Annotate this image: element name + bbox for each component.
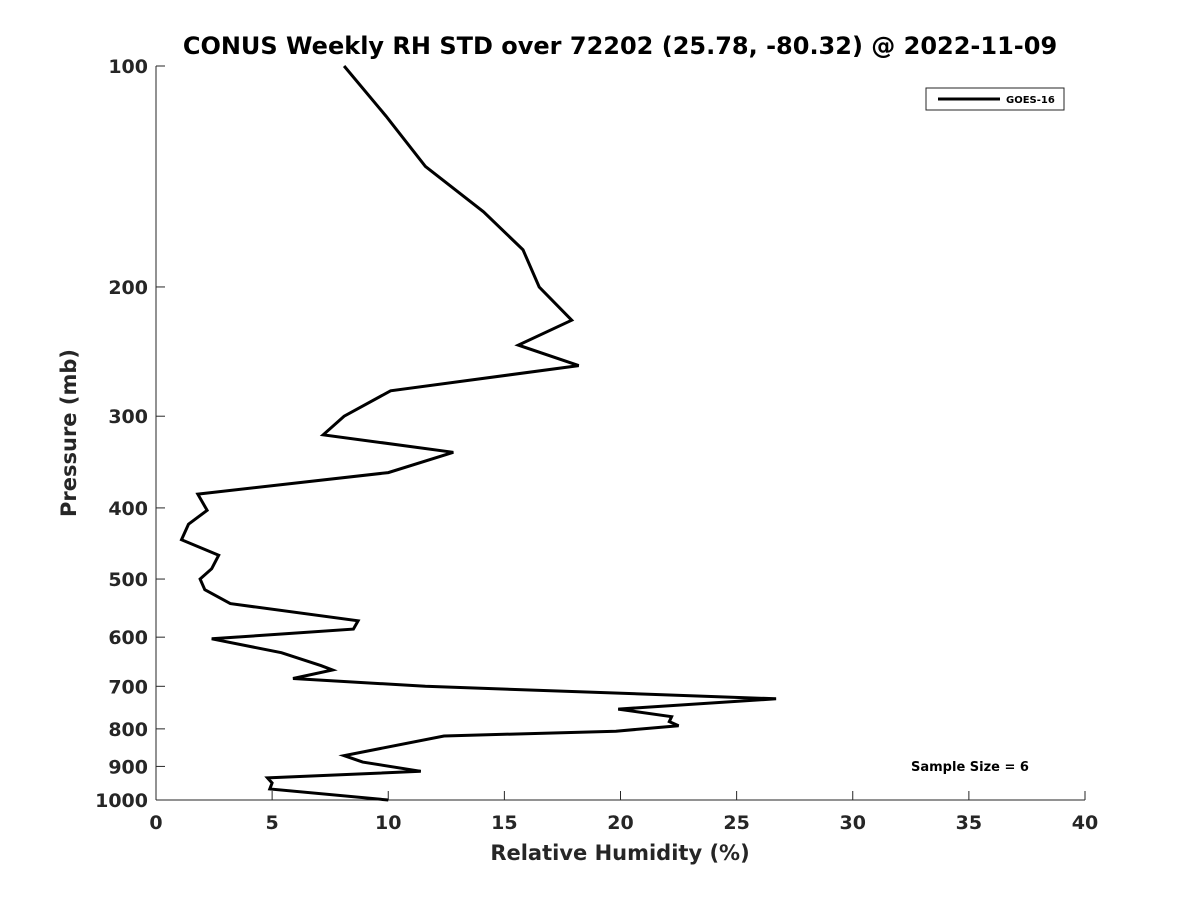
x-tick-label: 0: [149, 812, 162, 834]
axes: [155, 66, 1085, 801]
y-axis-label: Pressure (mb): [57, 349, 81, 517]
x-tick-label: 40: [1072, 812, 1098, 834]
series-layer: [179, 65, 777, 802]
y-ticks: 100 200 300 400 500 600 700 800 900 1000: [95, 56, 165, 812]
legend-entry-label: GOES-16: [1006, 95, 1055, 106]
x-tick-label: 15: [491, 812, 517, 834]
y-tick-label: 100: [108, 56, 148, 78]
x-tick-label: 35: [956, 812, 982, 834]
y-tick-label: 400: [108, 498, 148, 520]
x-ticks: 0 5 10 15 20 25 30 35 40: [149, 791, 1098, 834]
x-axis-label: Relative Humidity (%): [490, 841, 749, 865]
y-tick-label: 900: [108, 756, 148, 778]
y-tick-label: 500: [108, 569, 148, 591]
series-line-goes-16: [179, 65, 777, 802]
x-tick-label: 30: [840, 812, 866, 834]
x-tick-label: 20: [607, 812, 633, 834]
sample-size-annotation: Sample Size = 6: [911, 760, 1029, 775]
y-tick-label: 1000: [95, 790, 148, 812]
y-tick-label: 200: [108, 277, 148, 299]
x-tick-label: 5: [266, 812, 279, 834]
y-tick-label: 300: [108, 406, 148, 428]
y-tick-label: 600: [108, 627, 148, 649]
legend[interactable]: GOES-16: [925, 87, 1065, 111]
chart-title: CONUS Weekly RH STD over 72202 (25.78, -…: [183, 32, 1057, 60]
y-tick-label: 800: [108, 719, 148, 741]
x-tick-label: 10: [375, 812, 401, 834]
x-tick-label: 25: [723, 812, 749, 834]
y-tick-label: 700: [108, 676, 148, 698]
